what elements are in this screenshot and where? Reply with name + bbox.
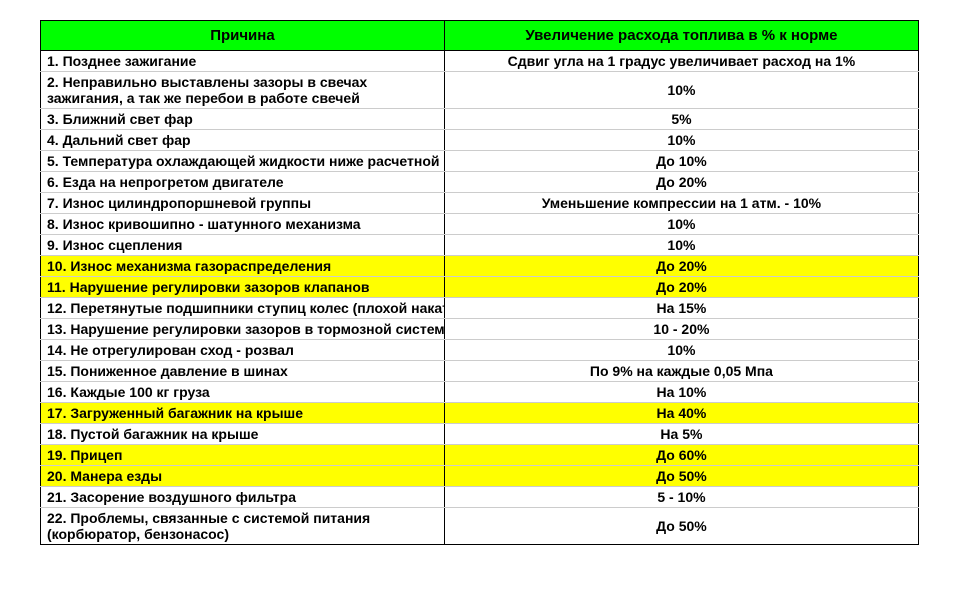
table-row: 5. Температура охлаждающей жидкости ниже… [41, 151, 919, 172]
cell-cause: 15. Пониженное давление в шинах [41, 361, 445, 382]
cell-cause: 19. Прицеп [41, 445, 445, 466]
table-row: 15. Пониженное давление в шинахПо 9% на … [41, 361, 919, 382]
table-row: 9. Износ сцепления10% [41, 235, 919, 256]
cell-cause: 2. Неправильно выставлены зазоры в свеча… [41, 72, 445, 109]
cell-cause: 11. Нарушение регулировки зазоров клапан… [41, 277, 445, 298]
table-row: 8. Износ кривошипно - шатунного механизм… [41, 214, 919, 235]
cell-value: 10% [444, 72, 918, 109]
cell-value: По 9% на каждые 0,05 Мпа [444, 361, 918, 382]
table-row: 7. Износ цилиндропоршневой группыУменьше… [41, 193, 919, 214]
table-row: 18. Пустой багажник на крышеНа 5% [41, 424, 919, 445]
cell-value: 5% [444, 109, 918, 130]
cell-value: До 50% [444, 508, 918, 545]
cell-cause: 21. Засорение воздушного фильтра [41, 487, 445, 508]
table-row: 16. Каждые 100 кг грузаНа 10% [41, 382, 919, 403]
cell-cause: 20. Манера езды [41, 466, 445, 487]
column-header-cause: Причина [41, 21, 445, 51]
cell-value: На 15% [444, 298, 918, 319]
table-row: 21. Засорение воздушного фильтра5 - 10% [41, 487, 919, 508]
fuel-consumption-table: Причина Увеличение расхода топлива в % к… [40, 20, 919, 545]
table-row: 1. Позднее зажиганиеСдвиг угла на 1 град… [41, 51, 919, 72]
table-row: 20. Манера ездыДо 50% [41, 466, 919, 487]
cell-value: На 40% [444, 403, 918, 424]
cell-cause: 4. Дальний свет фар [41, 130, 445, 151]
cell-value: До 60% [444, 445, 918, 466]
cell-cause: 22. Проблемы, связанные с системой питан… [41, 508, 445, 545]
table-row: 3. Ближний свет фар5% [41, 109, 919, 130]
cell-cause: 5. Температура охлаждающей жидкости ниже… [41, 151, 445, 172]
cell-cause: 14. Не отрегулирован сход - розвал [41, 340, 445, 361]
cell-value: На 10% [444, 382, 918, 403]
cell-cause: 13. Нарушение регулировки зазоров в торм… [41, 319, 445, 340]
table-row: 12. Перетянутые подшипники ступиц колес … [41, 298, 919, 319]
cell-value: Уменьшение компрессии на 1 атм. - 10% [444, 193, 918, 214]
table-row: 17. Загруженный багажник на крышеНа 40% [41, 403, 919, 424]
table-row: 14. Не отрегулирован сход - розвал10% [41, 340, 919, 361]
table-row: 19. ПрицепДо 60% [41, 445, 919, 466]
cell-value: 10 - 20% [444, 319, 918, 340]
cell-value: 10% [444, 214, 918, 235]
cell-cause: 17. Загруженный багажник на крыше [41, 403, 445, 424]
cell-value: 10% [444, 340, 918, 361]
table-body: 1. Позднее зажиганиеСдвиг угла на 1 град… [41, 51, 919, 545]
table-row: 11. Нарушение регулировки зазоров клапан… [41, 277, 919, 298]
cell-cause: 7. Износ цилиндропоршневой группы [41, 193, 445, 214]
cell-value: Сдвиг угла на 1 градус увеличивает расхо… [444, 51, 918, 72]
table-row: 2. Неправильно выставлены зазоры в свеча… [41, 72, 919, 109]
cell-cause: 16. Каждые 100 кг груза [41, 382, 445, 403]
cell-value: До 50% [444, 466, 918, 487]
cell-cause: 18. Пустой багажник на крыше [41, 424, 445, 445]
cell-cause: 1. Позднее зажигание [41, 51, 445, 72]
cell-value: До 20% [444, 277, 918, 298]
cell-value: 10% [444, 130, 918, 151]
cell-value: 5 - 10% [444, 487, 918, 508]
cell-cause: 9. Износ сцепления [41, 235, 445, 256]
table-row: 10. Износ механизма газораспределенияДо … [41, 256, 919, 277]
cell-value: До 10% [444, 151, 918, 172]
cell-cause: 3. Ближний свет фар [41, 109, 445, 130]
cell-value: На 5% [444, 424, 918, 445]
cell-cause: 10. Износ механизма газораспределения [41, 256, 445, 277]
cell-cause: 12. Перетянутые подшипники ступиц колес … [41, 298, 445, 319]
cell-value: До 20% [444, 172, 918, 193]
cell-cause: 8. Износ кривошипно - шатунного механизм… [41, 214, 445, 235]
table-header-row: Причина Увеличение расхода топлива в % к… [41, 21, 919, 51]
table-row: 22. Проблемы, связанные с системой питан… [41, 508, 919, 545]
cell-value: 10% [444, 235, 918, 256]
column-header-value: Увеличение расхода топлива в % к норме [444, 21, 918, 51]
cell-value: До 20% [444, 256, 918, 277]
table-row: 4. Дальний свет фар10% [41, 130, 919, 151]
table-row: 6. Езда на непрогретом двигателеДо 20% [41, 172, 919, 193]
table-row: 13. Нарушение регулировки зазоров в торм… [41, 319, 919, 340]
cell-cause: 6. Езда на непрогретом двигателе [41, 172, 445, 193]
